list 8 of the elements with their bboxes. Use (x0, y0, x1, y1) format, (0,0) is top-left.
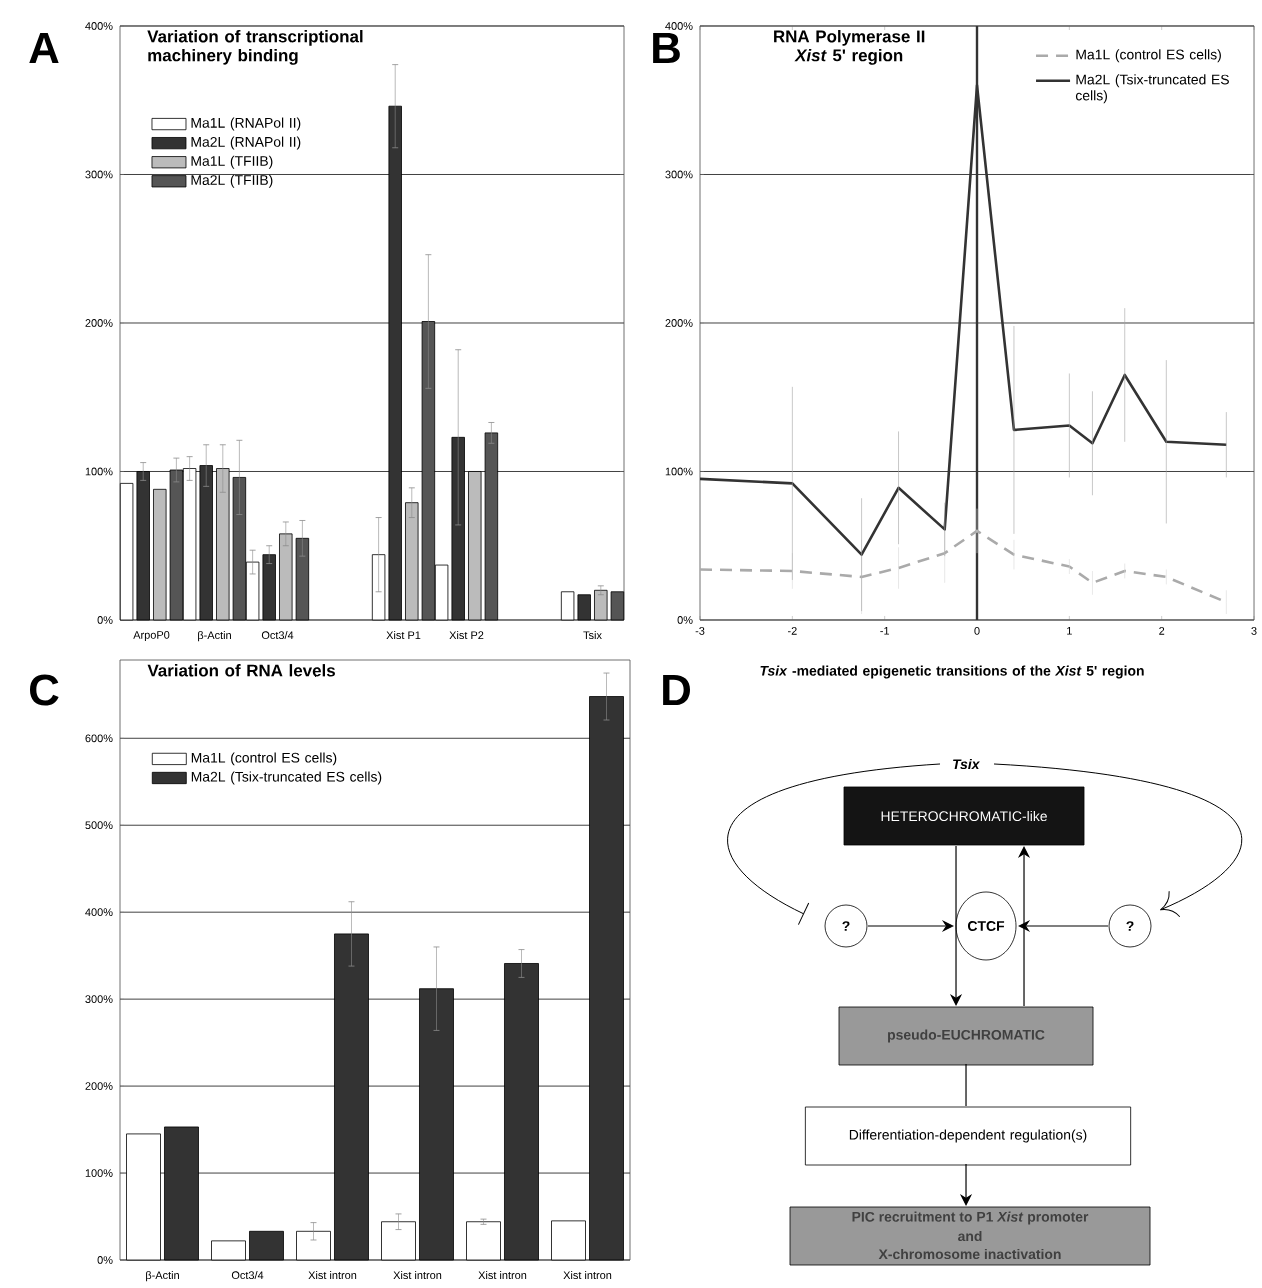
text: D (663, 674, 690, 706)
text: Variation of transcriptional machinery binding (147, 29, 363, 65)
text: C (29, 674, 59, 706)
chart-title: Variation of RNA levels (147, 664, 335, 677)
text: Xist 5' region (794, 48, 903, 65)
text: A (29, 32, 59, 64)
chart-title: RNA Polymerase II (774, 29, 925, 46)
text: B (653, 32, 680, 64)
